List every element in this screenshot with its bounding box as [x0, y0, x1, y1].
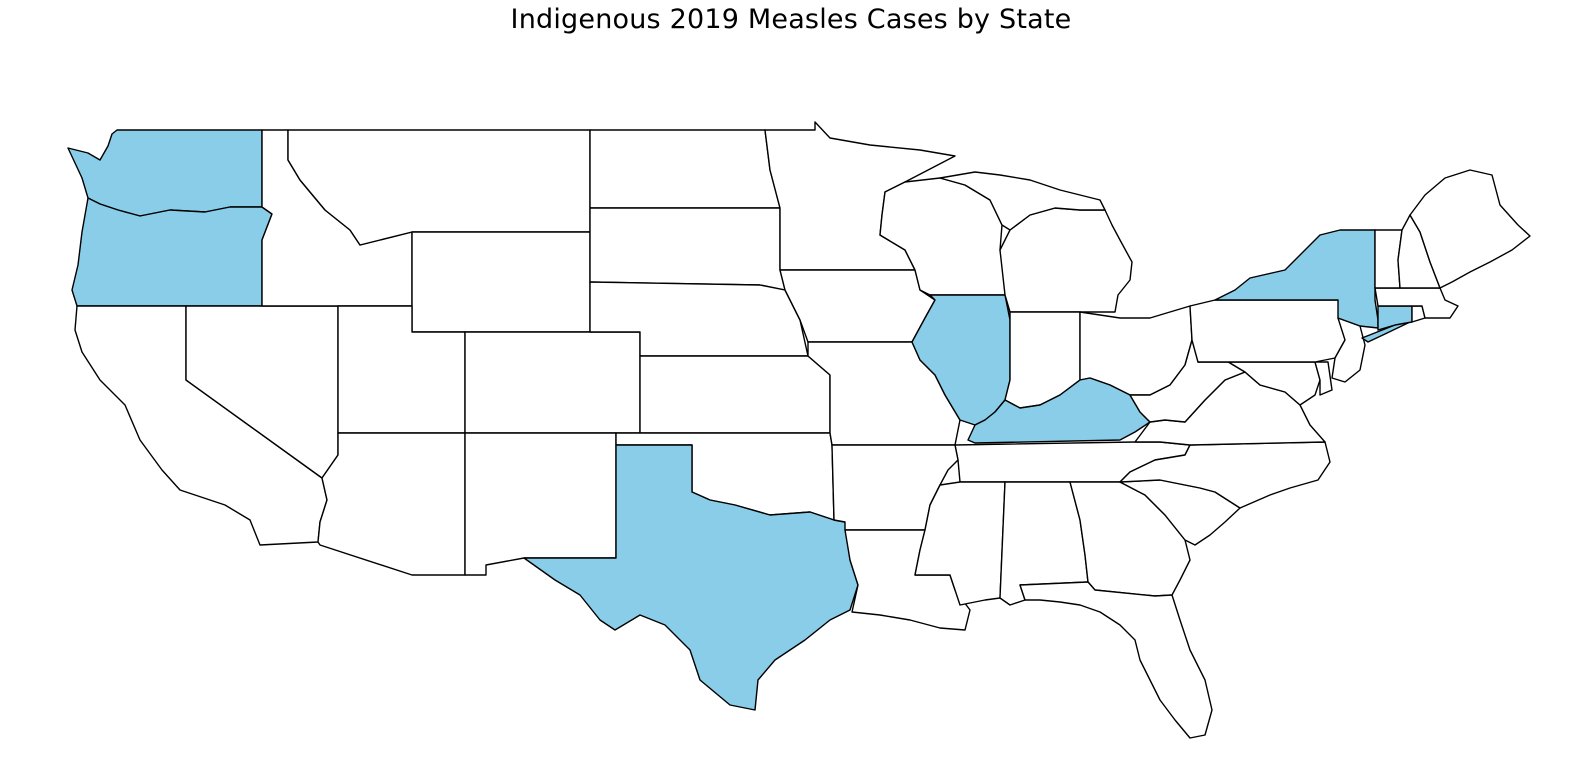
state-michigan-upper — [939, 171, 1106, 231]
state-kansas — [639, 355, 831, 434]
state-north-dakota — [589, 129, 781, 209]
state-new-jersey — [1331, 317, 1366, 383]
state-michigan — [999, 207, 1133, 313]
state-colorado — [464, 331, 641, 434]
state-delaware — [1314, 361, 1333, 396]
state-massachusetts — [1374, 287, 1459, 319]
state-pennsylvania — [1189, 299, 1349, 363]
state-maine — [1409, 169, 1531, 289]
state-texas — [523, 444, 859, 711]
state-iowa — [779, 269, 936, 343]
map-title: Indigenous 2019 Measles Cases by State — [510, 4, 1072, 35]
state-wyoming — [411, 231, 591, 333]
state-florida — [1019, 581, 1213, 739]
state-oregon — [71, 197, 273, 307]
state-south-dakota — [589, 207, 786, 291]
state-north-carolina — [1119, 441, 1331, 509]
state-arizona — [317, 432, 466, 576]
state-kentucky — [967, 377, 1151, 444]
state-new-mexico — [464, 432, 617, 576]
